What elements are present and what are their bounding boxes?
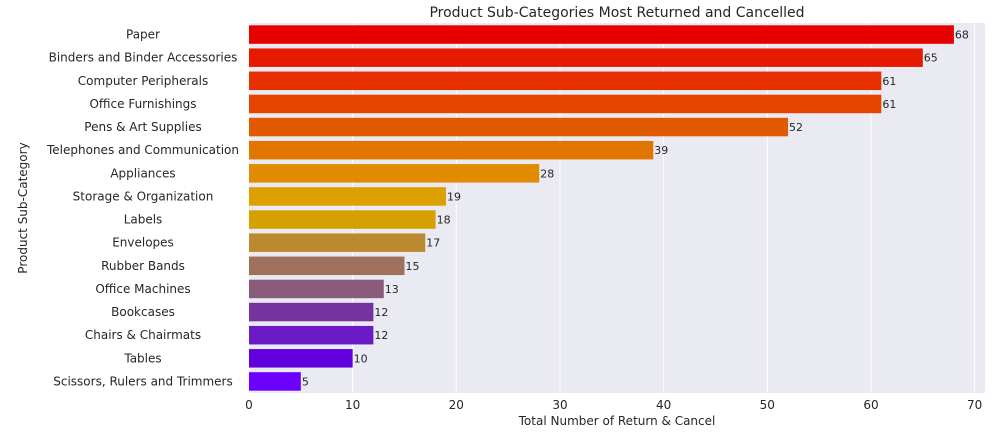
bar-value-label: 19 bbox=[447, 190, 461, 203]
x-tick-label: 40 bbox=[656, 398, 671, 412]
x-axis-title: Total Number of Return & Cancel bbox=[518, 414, 716, 428]
bar-value-label: 52 bbox=[789, 121, 803, 134]
bar bbox=[249, 140, 654, 160]
y-tick-label: Office Furnishings bbox=[89, 97, 196, 111]
y-tick-label: Storage & Organization bbox=[73, 189, 214, 203]
bar-value-label: 18 bbox=[437, 214, 451, 227]
bar-value-label: 61 bbox=[882, 75, 896, 88]
y-tick-label: Tables bbox=[123, 351, 161, 365]
bar-value-label: 10 bbox=[354, 352, 368, 365]
bar-value-label: 68 bbox=[955, 29, 969, 42]
y-tick-label: Telephones and Communication bbox=[46, 143, 239, 157]
x-tick-label: 60 bbox=[863, 398, 878, 412]
bar-value-label: 5 bbox=[302, 375, 309, 388]
data-labels: 68 65 61 61 52 39 28 19 18 17 15 13 12 12 10 5 bbox=[302, 29, 969, 389]
bar-value-label: 13 bbox=[385, 283, 399, 296]
y-tick-label: Bookcases bbox=[111, 305, 175, 319]
x-tick-label: 30 bbox=[552, 398, 567, 412]
bar bbox=[249, 164, 540, 183]
bar-value-label: 12 bbox=[374, 329, 388, 342]
bar-value-label: 15 bbox=[405, 260, 419, 273]
bar bbox=[249, 25, 954, 44]
y-tick-label: Binders and Binder Accessories bbox=[49, 51, 238, 65]
bar-value-label: 17 bbox=[426, 237, 440, 250]
y-tick-label: Appliances bbox=[110, 166, 175, 180]
bar bbox=[249, 187, 446, 206]
bar bbox=[249, 372, 301, 391]
x-tick-label: 50 bbox=[760, 398, 775, 412]
bars bbox=[249, 25, 954, 391]
x-tick-label: 70 bbox=[967, 398, 982, 412]
y-tick-label: Office Machines bbox=[95, 282, 190, 296]
bar bbox=[249, 233, 426, 252]
y-tick-label: Computer Peripherals bbox=[78, 74, 208, 88]
y-tick-label: Chairs & Chairmats bbox=[85, 328, 201, 342]
bar bbox=[249, 349, 353, 368]
bar bbox=[249, 302, 374, 322]
y-tick-labels: Paper Binders and Binder Accessories Compu… bbox=[46, 28, 239, 389]
y-tick-label: Envelopes bbox=[112, 236, 174, 250]
chart-title: Product Sub-Categories Most Returned and… bbox=[429, 5, 804, 21]
bar-value-label: 12 bbox=[374, 306, 388, 319]
y-tick-label: Rubber Bands bbox=[101, 259, 185, 273]
bar-value-label: 65 bbox=[924, 52, 938, 65]
y-tick-label: Scissors, Rulers and Trimmers bbox=[53, 374, 233, 388]
bar bbox=[249, 210, 436, 229]
bar bbox=[249, 256, 405, 276]
bar-value-label: 28 bbox=[540, 167, 554, 180]
bar-value-label: 39 bbox=[654, 144, 668, 157]
x-tick-labels: 0 10 20 30 40 50 60 70 bbox=[245, 398, 982, 412]
bar-value-label: 61 bbox=[882, 98, 896, 111]
bar bbox=[249, 279, 384, 299]
bar bbox=[249, 94, 882, 114]
bar bbox=[249, 325, 374, 345]
x-tick-label: 10 bbox=[345, 398, 360, 412]
y-tick-label: Labels bbox=[124, 213, 163, 227]
y-tick-label: Pens & Art Supplies bbox=[84, 120, 201, 134]
x-tick-label: 20 bbox=[449, 398, 464, 412]
x-tick-label: 0 bbox=[245, 398, 253, 412]
bar bbox=[249, 71, 882, 91]
y-axis-title: Product Sub-Category bbox=[16, 142, 30, 273]
y-tick-label: Paper bbox=[126, 28, 160, 42]
bar bbox=[249, 117, 789, 137]
bar bbox=[249, 48, 923, 67]
